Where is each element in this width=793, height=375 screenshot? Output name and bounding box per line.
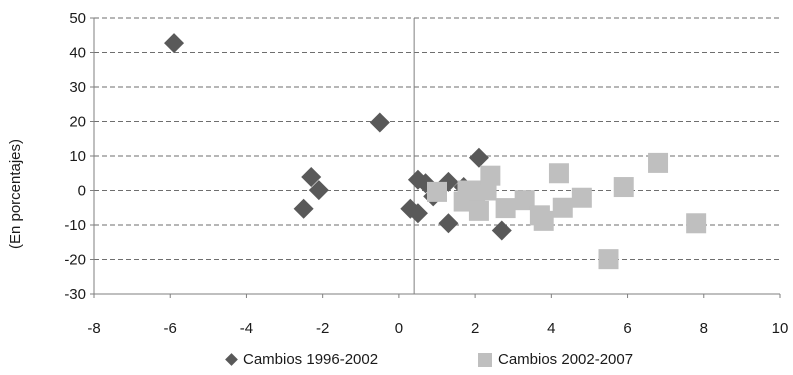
y-tick-labels: 50 40 30 20 10 0 -10 -20 -30: [64, 10, 86, 303]
square-point: [598, 249, 619, 270]
diamond-point: [438, 213, 459, 234]
y-tick-label: 10: [69, 148, 86, 165]
diamond-marker-icon: [225, 353, 238, 366]
square-point: [552, 197, 573, 218]
x-tick-label: -6: [164, 320, 177, 337]
diamond-point: [369, 112, 390, 133]
x-tick-label: -4: [240, 320, 253, 337]
diamond-point: [468, 147, 489, 168]
axes: [90, 17, 781, 298]
x-tick-label: -8: [87, 320, 100, 337]
square-point: [480, 165, 501, 186]
diamond-point: [491, 220, 512, 241]
x-tick-label: 10: [772, 320, 789, 337]
diamond-point: [301, 167, 322, 188]
y-tick-label: 50: [69, 10, 86, 27]
diamond-point: [308, 180, 329, 201]
y-tick-label: 20: [69, 114, 86, 131]
x-tick-labels: -8 -6 -4 -2 0 2 4 6 8 10: [87, 320, 788, 337]
y-tick-label: -30: [64, 286, 86, 303]
y-tick-label: -20: [64, 252, 86, 269]
diamond-point: [407, 203, 428, 224]
square-point: [613, 177, 634, 198]
y-tick-label: -10: [64, 217, 86, 234]
x-tick-label: 4: [547, 320, 555, 337]
y-axis-label: (En porcentajes): [7, 139, 24, 249]
square-point: [686, 213, 707, 234]
y-tick-label: 0: [78, 183, 86, 200]
square-point: [495, 198, 516, 219]
x-tick-label: -2: [316, 320, 329, 337]
diamond-point: [164, 33, 185, 54]
square-point: [548, 163, 569, 184]
legend-item-series-1: Cambios 1996-2002: [225, 351, 379, 368]
legend: Cambios 1996-2002 Cambios 2002-2007: [0, 351, 793, 373]
data-points: [164, 33, 707, 270]
square-point: [514, 190, 535, 211]
diamond-point: [293, 198, 314, 219]
x-tick-label: 0: [395, 320, 403, 337]
square-point: [468, 200, 489, 221]
legend-item-series-2: Cambios 2002-2007: [478, 351, 633, 368]
square-point: [533, 210, 554, 231]
square-point: [571, 187, 592, 208]
x-tick-label: 6: [623, 320, 631, 337]
square-point: [427, 181, 447, 202]
square-point: [648, 152, 669, 173]
legend-label-series-1: Cambios 1996-2002: [243, 351, 379, 368]
y-tick-label: 40: [69, 45, 86, 62]
x-tick-label: 8: [700, 320, 708, 337]
square-marker-icon: [478, 352, 492, 367]
legend-label-series-2: Cambios 2002-2007: [498, 351, 634, 368]
x-tick-label: 2: [471, 320, 479, 337]
grid-lines: [94, 17, 780, 260]
y-tick-label: 30: [69, 79, 86, 96]
